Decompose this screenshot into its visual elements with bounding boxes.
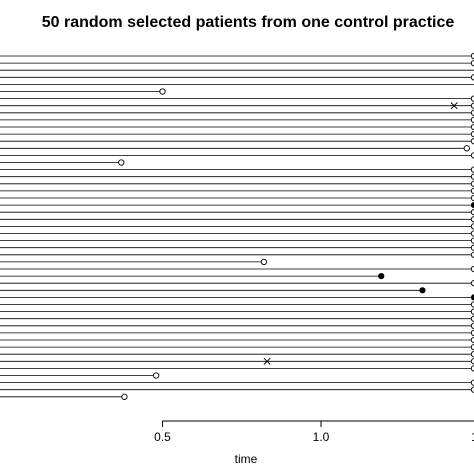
patient-row: [0, 123, 474, 131]
patient-row: [0, 322, 474, 329]
x-tick-label: 1.0: [313, 430, 330, 444]
patient-row: [0, 343, 474, 351]
patient-row: [0, 166, 474, 173]
patient-row: [0, 74, 474, 81]
patient-row: [0, 273, 385, 280]
cross-marker: [450, 102, 458, 110]
censored-marker: [463, 145, 470, 152]
patient-row: [0, 194, 474, 202]
patient-row: [0, 202, 474, 209]
x-tick-label: 1.5: [471, 430, 474, 444]
chart-title: 50 random selected patients from one con…: [42, 14, 455, 31]
patient-row: [0, 95, 474, 102]
x-tick-label: 0.5: [154, 430, 171, 444]
patient-row: [0, 315, 474, 322]
patient-row: [0, 265, 474, 273]
patient-rows: [0, 52, 474, 400]
patient-row: [0, 52, 474, 60]
x-axis: 0.51.01.52.02.53.0: [154, 420, 474, 444]
patient-row: [0, 173, 474, 180]
patient-row: [0, 372, 160, 379]
patient-row: [0, 244, 474, 251]
patient-row: [0, 351, 474, 358]
patient-row: [0, 280, 474, 287]
patient-row: [0, 138, 474, 145]
censored-marker: [118, 159, 125, 166]
event-marker: [470, 202, 474, 209]
event-marker: [419, 287, 426, 294]
patient-row: [0, 209, 474, 216]
censored-marker: [260, 258, 268, 266]
patient-row: [0, 230, 474, 237]
censored-marker: [153, 372, 160, 379]
patient-row: [0, 393, 128, 400]
patient-row: [0, 145, 470, 152]
patient-row: [0, 180, 474, 187]
patient-row: [0, 88, 166, 95]
patient-row: [0, 365, 474, 372]
patient-row: [0, 258, 268, 266]
patient-row: [0, 301, 474, 308]
patient-row: [0, 251, 474, 258]
patient-row: [0, 287, 426, 294]
patient-row: [0, 223, 474, 230]
censored-marker: [121, 393, 128, 400]
patient-row: [0, 130, 474, 138]
patient-row: [0, 159, 125, 166]
patient-row: [0, 329, 474, 337]
patient-row: [0, 109, 474, 116]
patient-row: [0, 102, 474, 110]
patient-row: [0, 116, 474, 124]
patient-row: [0, 216, 474, 223]
patient-row: [0, 336, 474, 344]
patient-row: [0, 379, 474, 386]
event-marker: [470, 294, 474, 301]
patient-row: [0, 187, 474, 195]
cross-marker: [263, 357, 271, 365]
censored-marker: [159, 88, 166, 95]
patient-row: [0, 386, 474, 393]
patient-row: [0, 237, 474, 244]
x-axis-label: time: [235, 452, 258, 466]
patient-row: [0, 152, 474, 159]
patient-row: [0, 308, 474, 315]
event-marker: [378, 273, 385, 280]
patient-row: [0, 294, 474, 301]
patient-row: [0, 59, 474, 67]
patient-row: [0, 357, 474, 365]
